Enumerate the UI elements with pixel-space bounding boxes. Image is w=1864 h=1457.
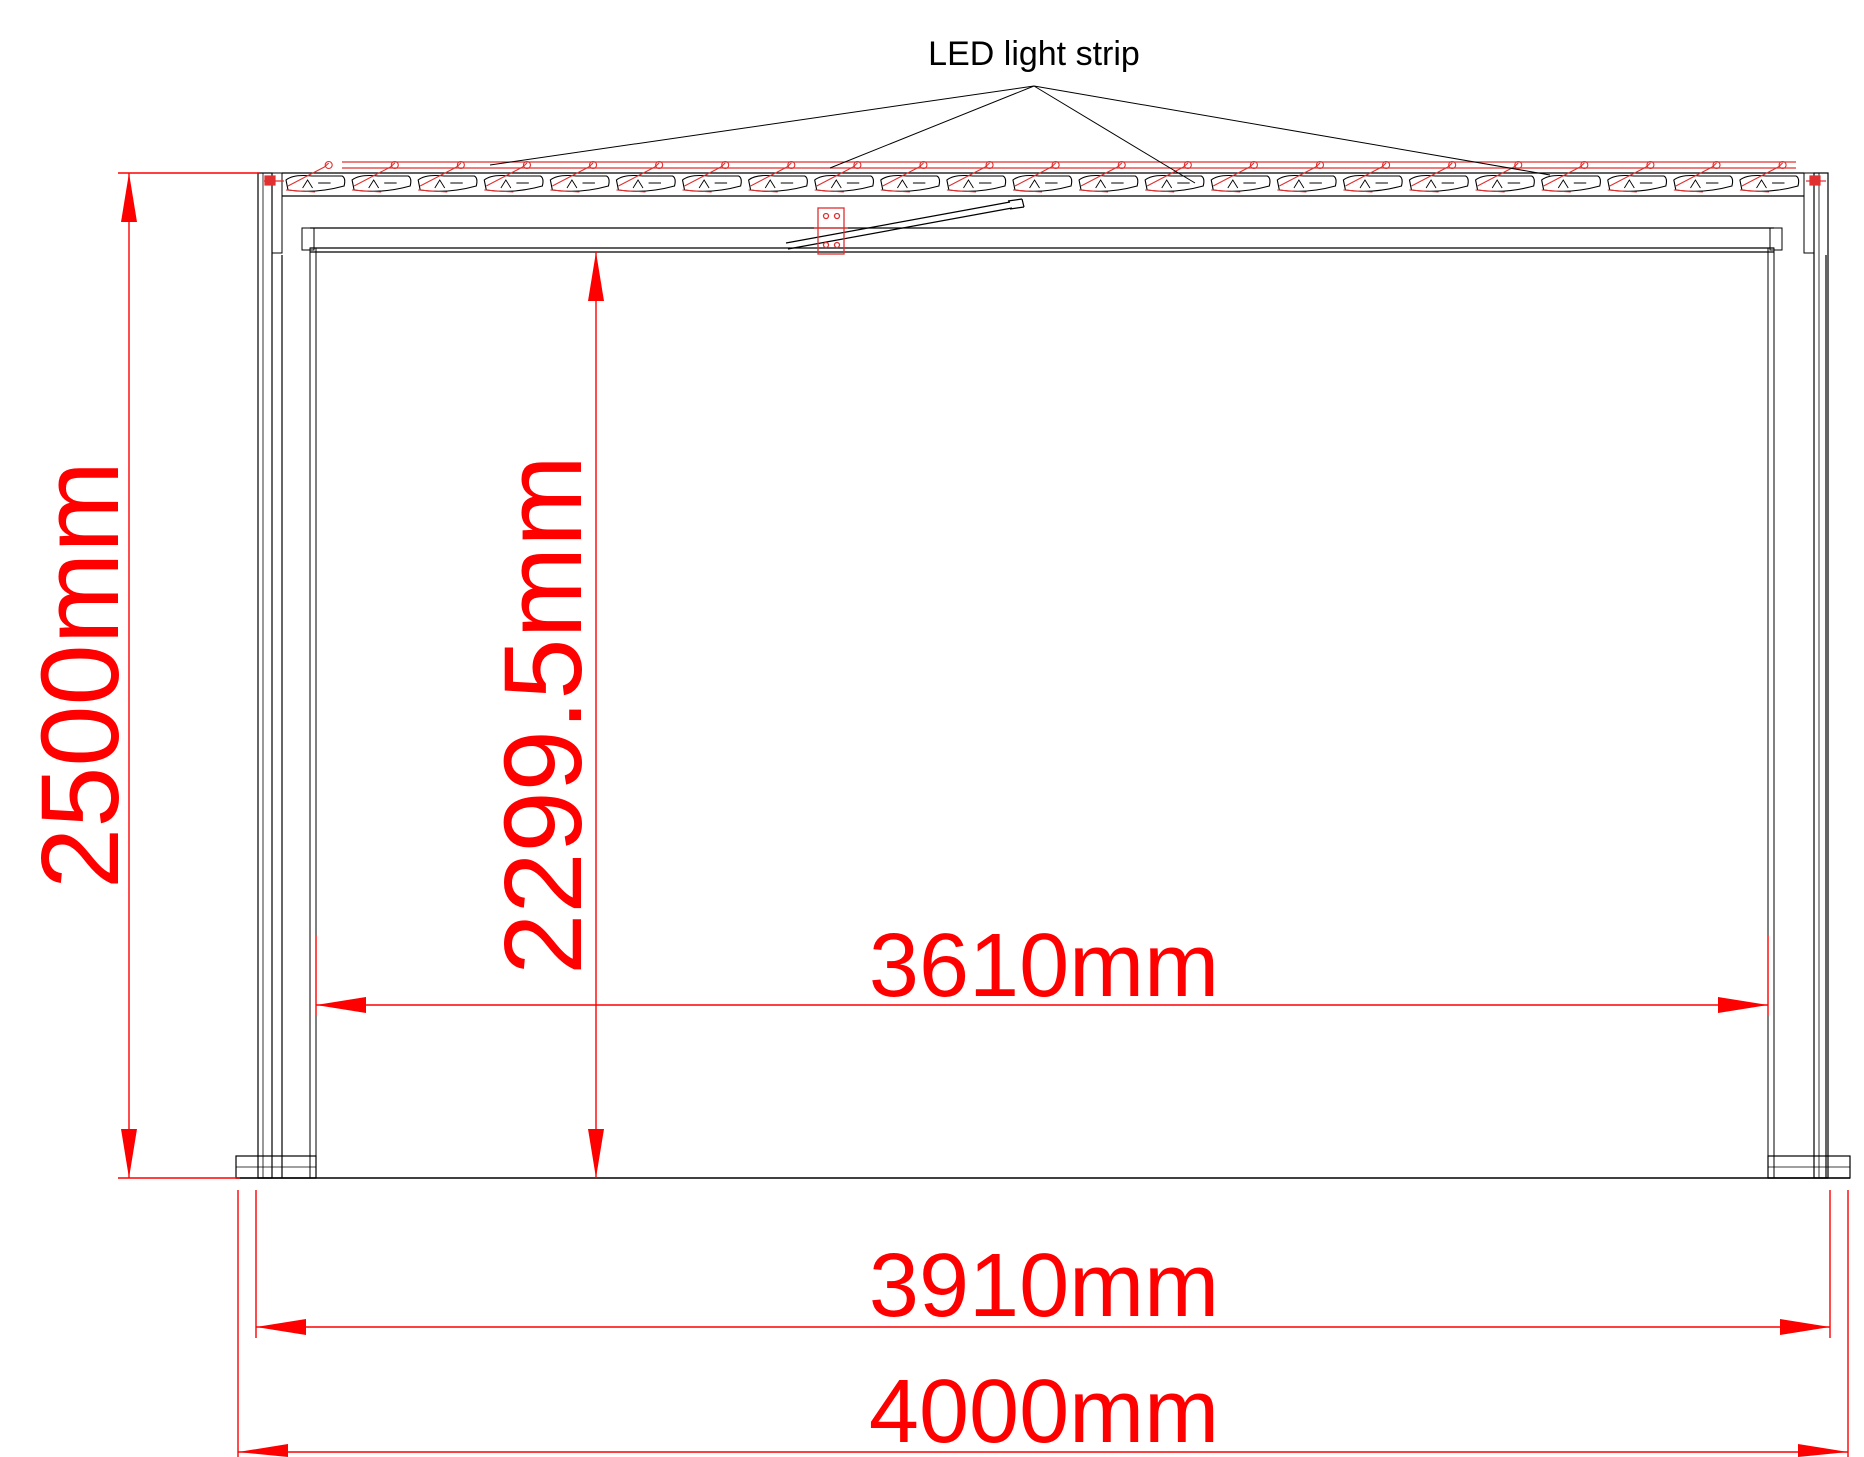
louver-blade	[1541, 160, 1601, 193]
louver-blade	[417, 160, 478, 193]
dimension-lines	[118, 172, 1849, 1457]
pergola-structure	[235, 172, 1851, 1179]
left-post	[257, 172, 317, 1179]
louver-blade	[1078, 160, 1139, 193]
louver-blade	[814, 160, 874, 193]
top-beam	[282, 172, 1804, 253]
louver-blade	[1474, 160, 1535, 193]
louver-blade	[1342, 160, 1403, 193]
louver-blade	[681, 160, 742, 193]
louver-blade	[880, 160, 941, 193]
louver-blade	[351, 160, 412, 193]
dim-clear-height	[588, 252, 604, 1178]
clear-width-label: 3610mm	[869, 916, 1219, 1016]
louver-blade	[1607, 160, 1668, 193]
louver-blade	[1739, 160, 1800, 193]
louver-blade	[946, 160, 1007, 193]
led-callout: LED light strip	[489, 35, 1551, 184]
dim-post-width	[255, 1190, 1831, 1338]
actuator-arm	[785, 198, 1025, 250]
led-callout-label: LED light strip	[928, 35, 1140, 73]
dim-clear-width	[315, 935, 1769, 1015]
louver-blade	[615, 160, 676, 193]
overall-width-label: 4000mm	[869, 1362, 1219, 1457]
louver-blade	[285, 160, 346, 193]
led-strip-outline	[264, 161, 1826, 186]
louver-blade	[1144, 160, 1205, 193]
dim-overall-height	[118, 172, 260, 1179]
left-foot-plate	[235, 1155, 317, 1179]
dim-overall-width	[237, 1190, 1849, 1457]
louver-blade	[483, 160, 544, 193]
right-foot-plate	[1767, 1155, 1851, 1179]
louver-blade	[1408, 160, 1469, 193]
louver-blade	[1276, 160, 1337, 193]
right-post	[1767, 172, 1829, 1179]
clear-height-label: 2299.5mm	[482, 455, 605, 975]
roof-louvers	[285, 160, 1800, 193]
louver-blade	[1210, 160, 1271, 193]
led-callout-leaders	[489, 85, 1551, 184]
louver-blade	[1673, 160, 1734, 193]
actuator-bracket	[814, 207, 848, 255]
post-width-label: 3910mm	[869, 1236, 1219, 1336]
overall-height-label: 2500mm	[19, 461, 142, 889]
louver-blade	[1012, 160, 1073, 193]
louver-blade	[748, 160, 808, 193]
louver-blade	[549, 160, 610, 193]
